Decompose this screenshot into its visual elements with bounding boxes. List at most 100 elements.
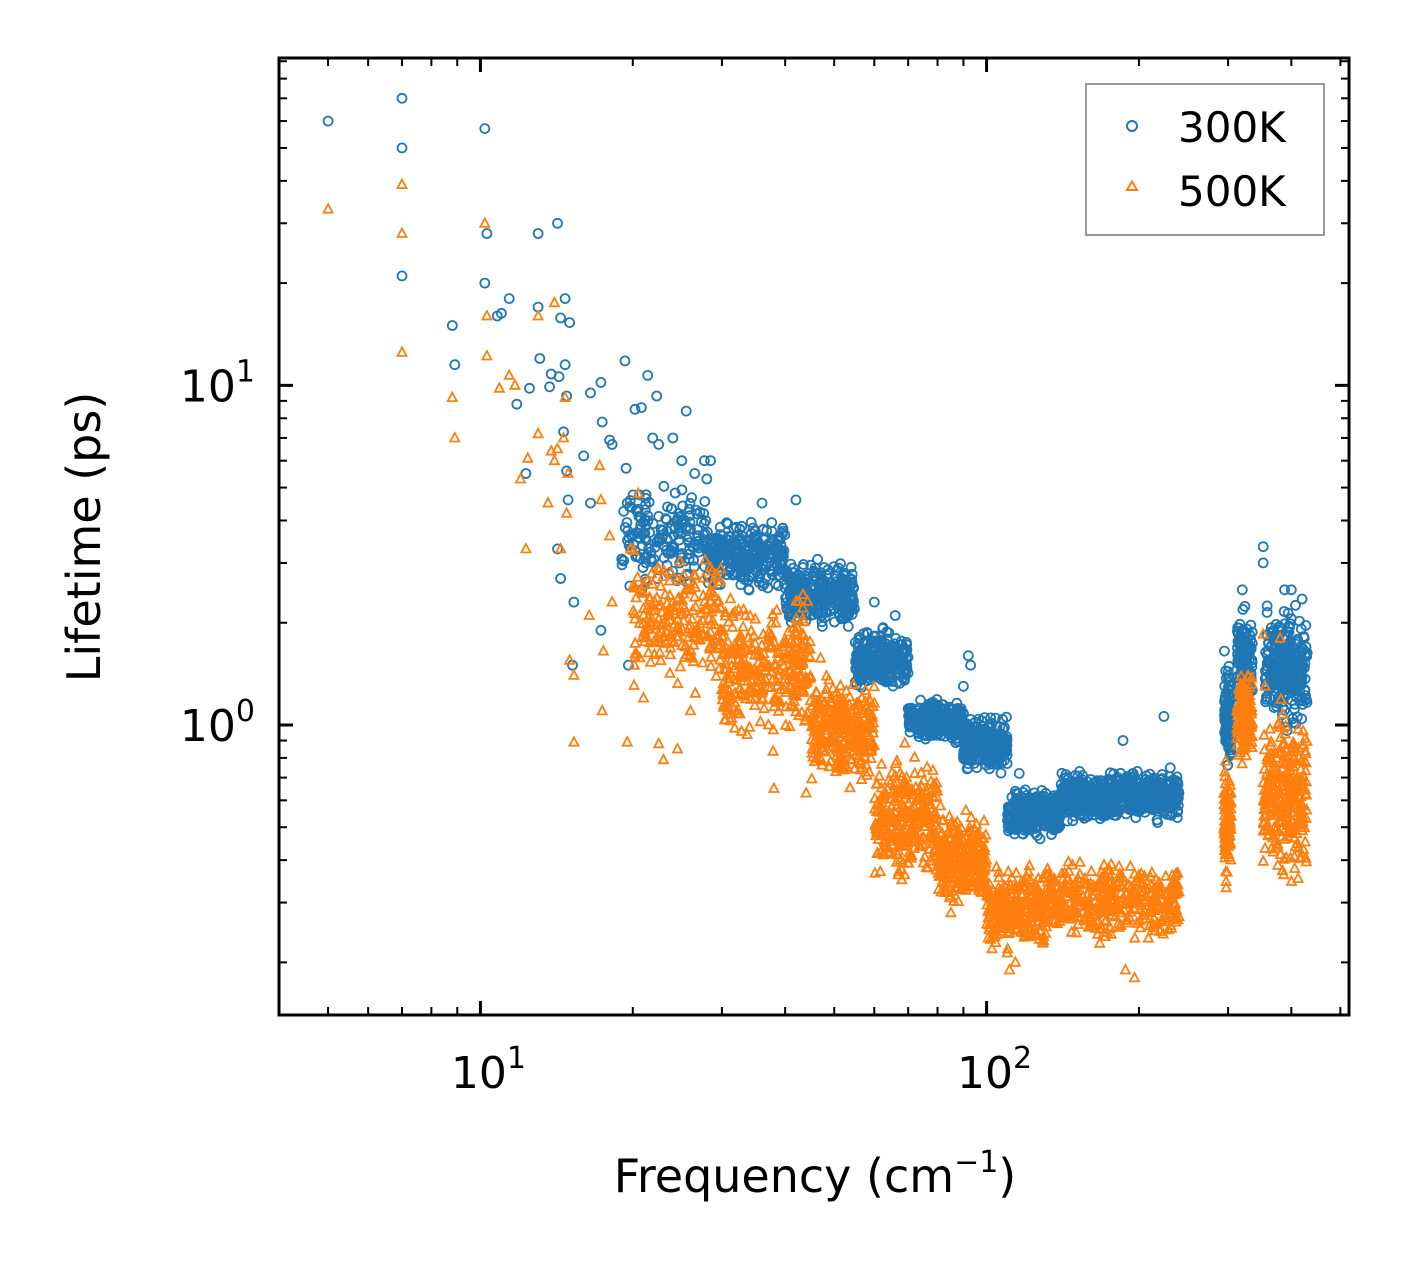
point-500k: [725, 711, 738, 723]
point-500k: [760, 656, 773, 669]
point-500k: [866, 721, 879, 733]
point-300k: [1285, 584, 1297, 596]
point-500k: [903, 845, 916, 858]
point-500k: [817, 743, 830, 756]
point-300k: [524, 382, 535, 394]
point-500k: [734, 686, 747, 699]
point-300k: [1282, 638, 1294, 650]
point-300k: [999, 722, 1010, 733]
point-300k: [396, 92, 408, 104]
point-500k: [1128, 931, 1141, 943]
point-500k: [889, 814, 902, 827]
point-300k: [692, 530, 704, 541]
point-500k: [701, 628, 714, 640]
point-300k: [941, 715, 953, 727]
point-500k: [730, 673, 743, 685]
point-300k: [636, 402, 647, 414]
point-500k: [868, 679, 881, 692]
point-300k: [1236, 584, 1248, 596]
point-500k: [768, 699, 780, 712]
point-300k: [756, 497, 768, 509]
point-500k: [777, 635, 790, 648]
point-500k: [674, 554, 687, 566]
point-500k: [1105, 857, 1118, 869]
point-500k: [916, 808, 929, 820]
point-500k: [770, 603, 783, 615]
point-300k: [863, 643, 875, 655]
point-300k: [1173, 786, 1185, 798]
point-500k: [1032, 871, 1045, 883]
point-500k: [648, 603, 661, 616]
point-300k: [1279, 584, 1290, 596]
point-500k: [960, 849, 972, 862]
point-500k: [1010, 866, 1023, 878]
point-300k: [578, 450, 590, 462]
point-500k: [1026, 884, 1039, 897]
point-500k: [848, 762, 861, 774]
point-500k: [788, 694, 801, 706]
point-500k: [699, 553, 712, 565]
point-300k: [767, 550, 779, 562]
point-300k: [757, 524, 769, 536]
point-500k: [1072, 883, 1085, 895]
point-500k: [965, 824, 978, 836]
point-300k: [1151, 814, 1163, 826]
point-500k: [803, 649, 816, 661]
point-300k: [1292, 633, 1303, 645]
point-500k: [877, 804, 890, 816]
point-300k: [1235, 633, 1247, 644]
point-500k: [756, 693, 769, 705]
point-300k: [1057, 797, 1069, 809]
point-300k: [868, 596, 880, 608]
point-300k: [965, 659, 976, 671]
point-300k: [1274, 680, 1286, 692]
point-500k: [988, 930, 1001, 942]
point-500k: [714, 561, 727, 574]
point-500k: [637, 608, 650, 620]
point-500k: [893, 834, 906, 846]
point-300k: [1296, 593, 1308, 605]
point-500k: [955, 835, 968, 848]
point-300k: [396, 142, 408, 154]
point-500k: [1015, 913, 1028, 925]
point-500k: [842, 706, 854, 719]
point-500k: [697, 613, 709, 626]
point-300k: [741, 546, 752, 557]
point-500k: [938, 839, 951, 851]
point-500k: [820, 682, 833, 694]
point-300k: [835, 558, 846, 570]
point-300k: [647, 432, 659, 444]
point-500k: [767, 744, 780, 756]
point-500k: [795, 669, 808, 681]
point-500k: [955, 867, 968, 879]
point-500k: [861, 728, 874, 740]
point-300k: [1116, 781, 1128, 793]
point-300k: [559, 293, 571, 305]
point-500k: [766, 673, 779, 685]
point-500k: [895, 782, 908, 795]
point-500k: [952, 825, 964, 837]
point-300k: [1031, 830, 1043, 841]
point-300k: [993, 749, 1004, 760]
point-300k: [669, 487, 681, 499]
point-500k: [704, 594, 717, 607]
point-300k: [867, 662, 878, 674]
point-300k: [699, 496, 711, 507]
point-500k: [907, 822, 920, 834]
point-300k: [1286, 678, 1298, 690]
point-300k: [1220, 665, 1232, 677]
point-300k: [661, 533, 673, 545]
point-300k: [1257, 541, 1269, 553]
point-300k: [1052, 820, 1063, 831]
point-500k: [992, 865, 1005, 877]
point-500k: [971, 826, 984, 839]
point-300k: [606, 438, 618, 450]
point-300k: [534, 353, 546, 364]
point-300k: [1261, 607, 1273, 618]
point-500k: [905, 782, 918, 794]
point-500k: [1092, 913, 1105, 926]
point-500k: [1085, 864, 1098, 877]
point-500k: [627, 543, 640, 555]
point-300k: [894, 668, 906, 679]
point-500k: [762, 680, 775, 692]
